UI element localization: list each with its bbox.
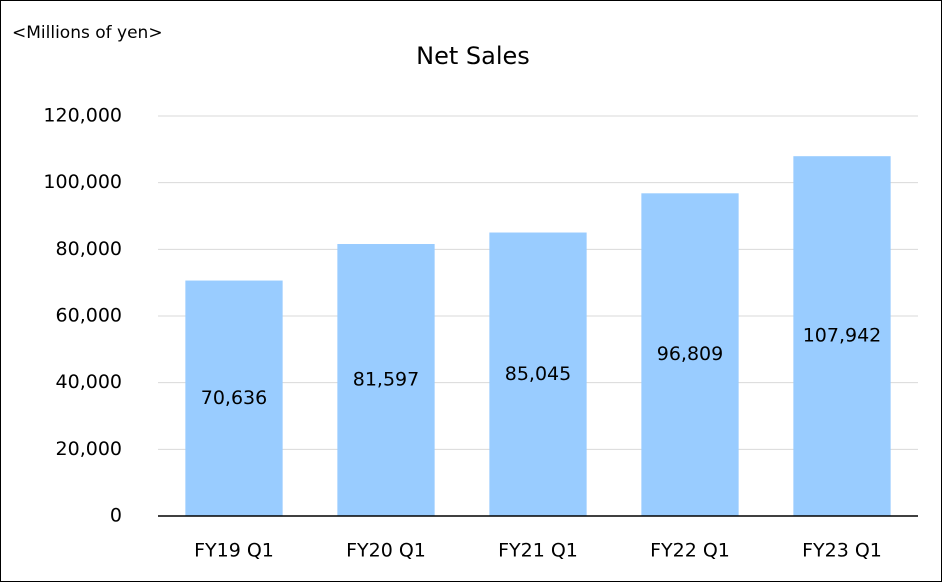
bar [185,280,283,516]
data-label: 70,636 [201,387,267,409]
data-label: 107,942 [803,325,882,347]
x-tick-label: FY22 Q1 [650,540,730,562]
y-tick-label: 120,000 [43,105,122,127]
unit-label: <Millions of yen> [12,23,163,43]
x-tick-label: FY19 Q1 [194,540,274,562]
data-label: 81,597 [353,369,419,391]
y-tick-label: 0 [110,505,122,527]
y-tick-label: 100,000 [43,171,122,193]
data-label: 96,809 [657,343,723,365]
y-tick-label: 60,000 [56,305,122,327]
y-tick-label: 20,000 [56,438,122,460]
bar [489,232,587,516]
x-tick-label: FY21 Q1 [498,540,578,562]
y-tick-label: 80,000 [56,238,122,260]
chart-title: Net Sales [416,42,530,70]
bar [337,244,435,516]
bar [793,156,891,516]
y-tick-label: 40,000 [56,371,122,393]
x-tick-label: FY20 Q1 [346,540,426,562]
data-label: 85,045 [505,363,571,385]
x-tick-label: FY23 Q1 [802,540,882,562]
bar [641,193,739,516]
